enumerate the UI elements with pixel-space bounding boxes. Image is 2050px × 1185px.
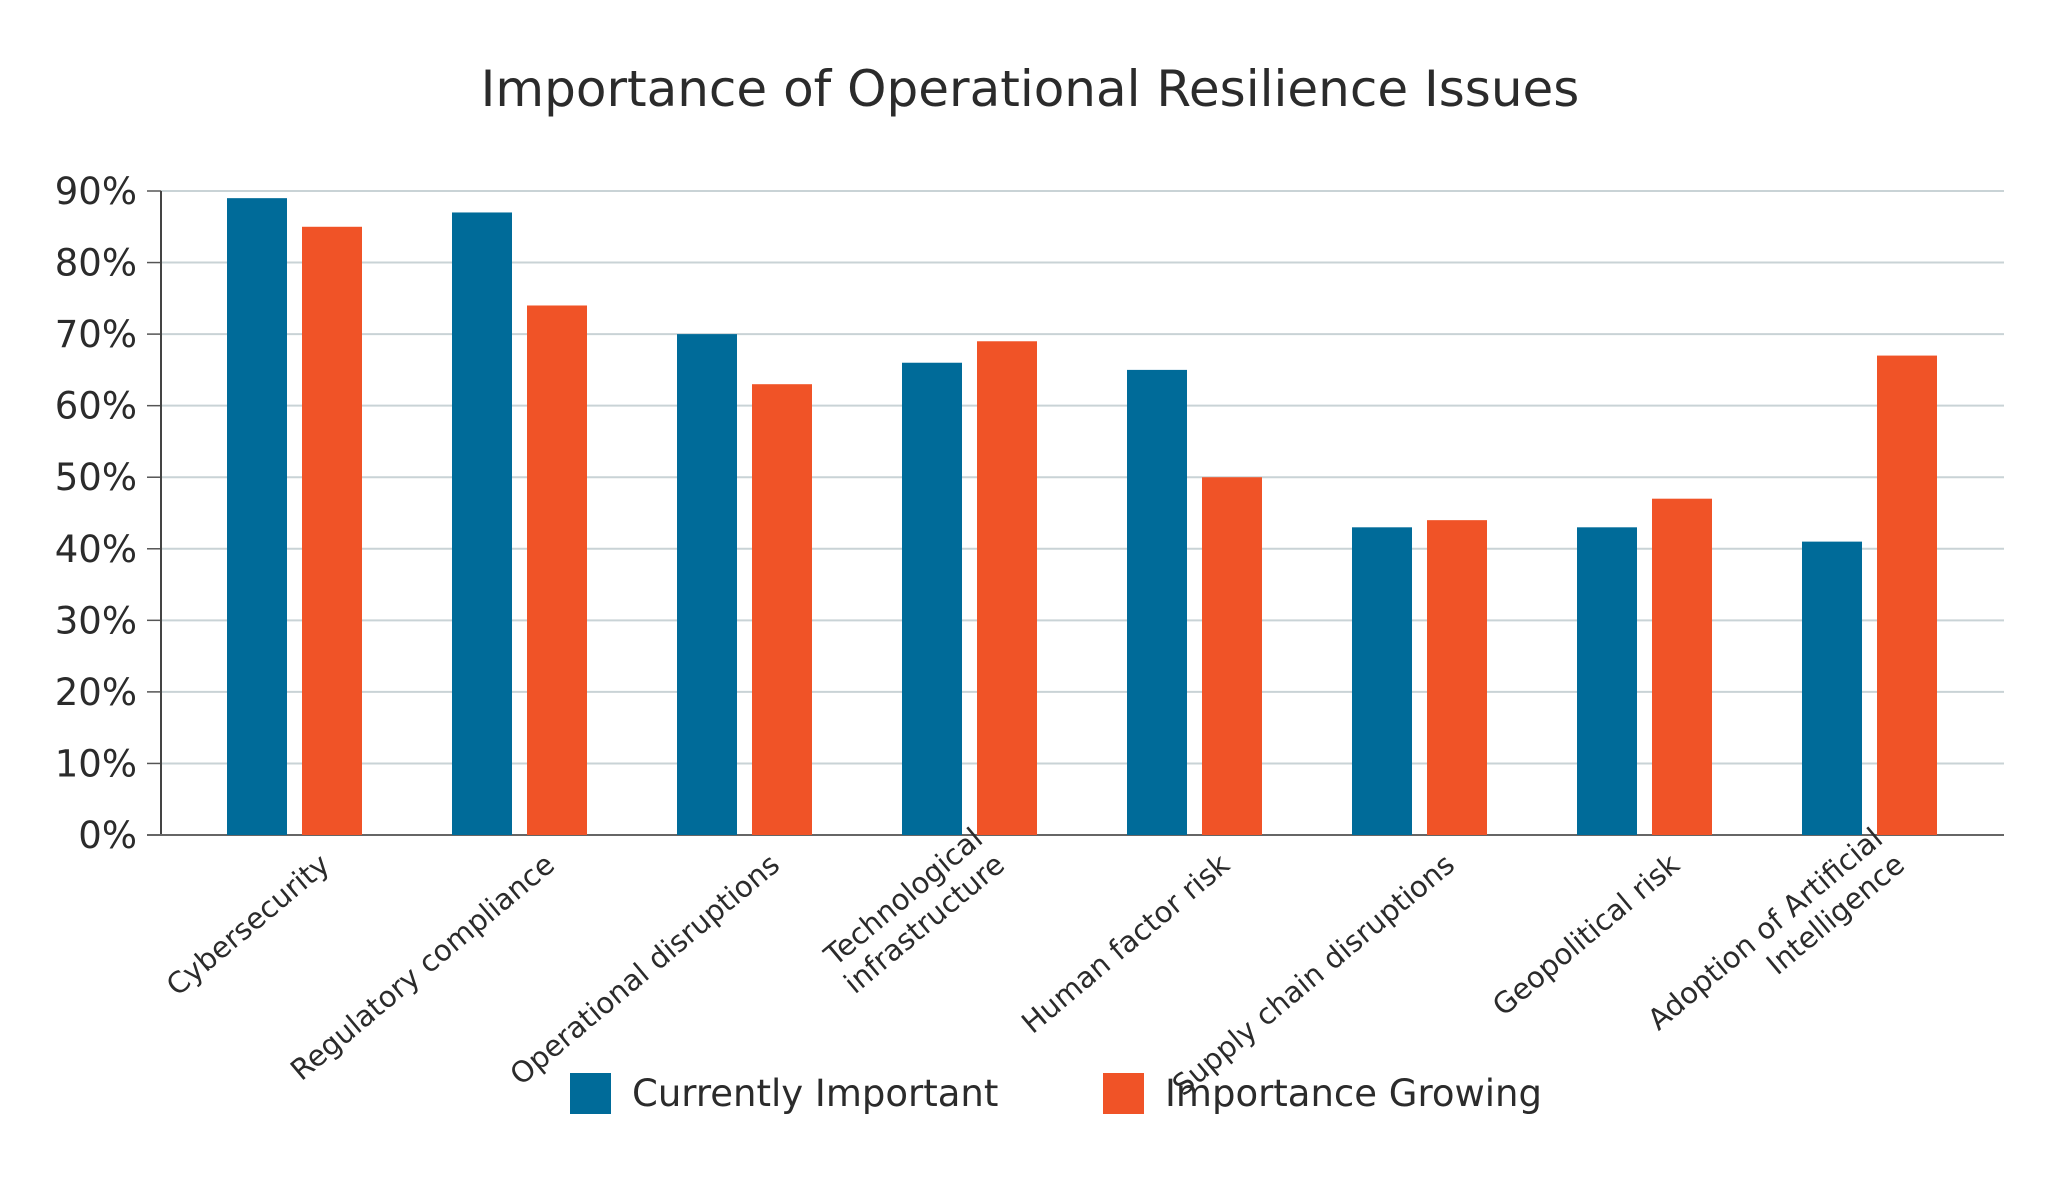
y-tick-label: 40%	[55, 528, 137, 571]
x-tick-label-line: Human factor risk	[1015, 847, 1236, 1040]
x-tick-label-line: Geopolitical risk	[1486, 847, 1686, 1023]
x-tick-label-line: Adoption of Artificial	[1641, 821, 1889, 1037]
y-axis: 0% 10% 20% 30% 40% 50% 60% 70% 80% 90%	[55, 170, 2004, 857]
bar-importance-growing	[1202, 477, 1262, 835]
y-tick-label: 30%	[55, 599, 137, 642]
bar-currently-important	[1577, 527, 1637, 835]
y-tick-label: 90%	[55, 170, 137, 213]
bar-importance-growing	[302, 226, 362, 835]
bar-importance-growing	[1877, 355, 1937, 835]
bars	[227, 198, 1937, 836]
bar-importance-growing	[1427, 520, 1487, 835]
bar-importance-growing	[1652, 498, 1712, 835]
bar-currently-important	[227, 198, 287, 836]
x-tick-label: Cybersecurity	[160, 847, 336, 1002]
legend-swatch	[1103, 1073, 1144, 1114]
legend-label: Importance Growing	[1165, 1072, 1542, 1115]
bar-currently-important	[1352, 527, 1412, 835]
bar-currently-important	[677, 334, 737, 835]
bar-currently-important	[1802, 541, 1862, 835]
bar-importance-growing	[977, 341, 1037, 835]
bar-importance-growing	[752, 384, 812, 835]
legend-item: Currently Important	[570, 1072, 998, 1115]
y-tick-label: 70%	[55, 313, 137, 356]
legend-label: Currently Important	[632, 1072, 998, 1115]
x-tick-label: Human factor risk	[1015, 847, 1236, 1040]
y-tick-label: 20%	[55, 671, 137, 714]
y-tick-label: 50%	[55, 456, 137, 499]
legend-item: Importance Growing	[1103, 1072, 1542, 1115]
y-tick-label: 80%	[55, 242, 137, 285]
y-tick-label: 10%	[55, 742, 137, 785]
bar-currently-important	[1127, 369, 1187, 835]
bar-currently-important	[452, 212, 512, 835]
x-tick-label-line: Cybersecurity	[160, 847, 336, 1002]
gridlines	[161, 190, 2004, 765]
y-tick-label: 0%	[78, 814, 137, 857]
x-tick-label: Adoption of ArtificialIntelligence	[1641, 821, 1911, 1063]
bar-currently-important	[902, 362, 962, 835]
chart-title: Importance of Operational Resilience Iss…	[481, 60, 1580, 118]
x-tick-label: Technologicalinfrastructure	[816, 821, 1011, 1000]
legend-swatch	[570, 1073, 611, 1114]
x-tick-label: Geopolitical risk	[1486, 847, 1686, 1023]
y-tick-label: 60%	[55, 385, 137, 428]
bar-importance-growing	[527, 305, 587, 835]
legend: Currently Important Importance Growing	[570, 1072, 1542, 1115]
